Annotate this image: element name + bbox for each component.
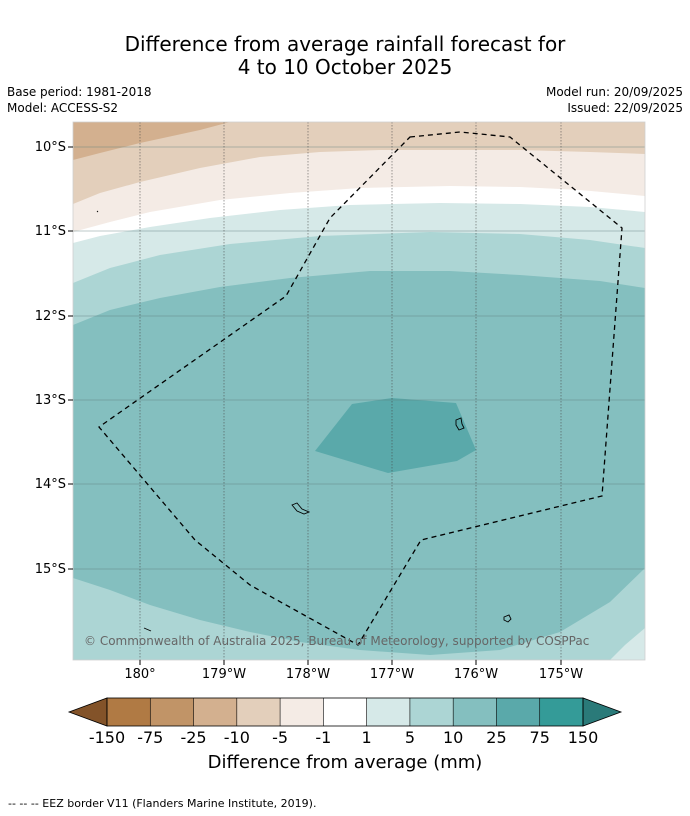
- lon-label: 178°W: [286, 667, 330, 682]
- lat-label: 13°S: [35, 393, 66, 408]
- colorbar-tick-label: -75: [137, 728, 163, 745]
- title-line-1: Difference from average rainfall forecas…: [124, 32, 566, 56]
- contour-25-75: [315, 398, 476, 473]
- colorbar-swatch: [496, 698, 540, 726]
- lon-axis: 180° 179°W 178°W 177°W 176°W 175°W: [124, 660, 583, 682]
- lon-label: 180°: [124, 667, 155, 682]
- lon-label: 175°W: [539, 667, 583, 682]
- base-period: Base period: 1981-2018: [7, 85, 152, 99]
- colorbar-swatch: [193, 698, 237, 726]
- colorbar-tick-label: 25: [486, 728, 506, 745]
- lat-label: 14°S: [35, 477, 66, 492]
- lon-label: 179°W: [202, 667, 246, 682]
- issued-date: Issued: 22/09/2025: [567, 101, 683, 115]
- contour-minus5-minus10: [73, 122, 645, 204]
- colorbar-swatch: [107, 698, 151, 726]
- lat-label: 11°S: [35, 224, 66, 239]
- longitude-gridlines: [139, 122, 562, 660]
- colorbar-swatch: [236, 698, 281, 726]
- lon-label: 176°W: [454, 667, 498, 682]
- copyright-text: © Commonwealth of Australia 2025, Bureau…: [84, 634, 589, 648]
- colorbar-swatch: [280, 698, 324, 726]
- model-run: Model run: 20/09/2025: [545, 85, 683, 99]
- lat-label: 15°S: [35, 562, 66, 577]
- colorbar-swatch: [150, 698, 194, 726]
- colorbar-swatch: [453, 698, 497, 726]
- contour-minus10-minus25: [73, 122, 230, 160]
- map-figure: © Commonwealth of Australia 2025, Bureau…: [35, 121, 646, 745]
- colorbar: -150 -75 -25 -10 -5 -1 1 5 10 25 75 150: [67, 697, 623, 745]
- colorbar-arrow-high: [582, 697, 623, 727]
- colorbar-tick-label: 1: [362, 728, 372, 745]
- latitude-gridlines: [73, 146, 645, 570]
- lon-label: 177°W: [370, 667, 414, 682]
- colorbar-title: Difference from average (mm): [207, 752, 483, 773]
- colorbar-tick-label: -25: [180, 728, 206, 745]
- lat-axis: 10°S 11°S 12°S 13°S 14°S 15°S: [35, 140, 73, 577]
- island-outline: [291, 502, 311, 515]
- colorbar-tick-label: 5: [405, 728, 415, 745]
- lat-label: 12°S: [35, 309, 66, 324]
- colorbar-swatch: [409, 698, 454, 726]
- colorbar-tick-label: 10: [443, 728, 463, 745]
- colorbar-tick-label: -150: [89, 728, 125, 745]
- eez-legend-text: -- -- -- EEZ border V11 (Flanders Marine…: [8, 797, 317, 810]
- contour-5-10-south: [73, 568, 645, 660]
- colorbar-swatch: [323, 698, 367, 726]
- map-frame: [72, 121, 646, 661]
- eez-border: [98, 131, 623, 646]
- island-outline: [455, 417, 465, 431]
- lat-label: 10°S: [35, 140, 66, 155]
- colorbar-tick-label: 150: [568, 728, 599, 745]
- contour-1-5-corner: [610, 628, 645, 660]
- colorbar-tick-label: -10: [224, 728, 250, 745]
- title-line-2: 4 to 10 October 2025: [237, 55, 453, 79]
- colorbar-swatch: [539, 698, 583, 726]
- island-outline: [96, 210, 99, 213]
- rainfall-contours: © Commonwealth of Australia 2025, Bureau…: [73, 122, 645, 660]
- colorbar-swatch: [366, 698, 410, 726]
- colorbar-tick-label: -1: [315, 728, 331, 745]
- model-name: Model: ACCESS-S2: [7, 101, 119, 115]
- island-outlines: [96, 210, 512, 632]
- colorbar-tick-label: -5: [272, 728, 288, 745]
- island-outline: [503, 614, 512, 623]
- colorbar-tick-label: 75: [530, 728, 550, 745]
- colorbar-arrow-low: [67, 697, 108, 727]
- island-outline: [143, 627, 152, 632]
